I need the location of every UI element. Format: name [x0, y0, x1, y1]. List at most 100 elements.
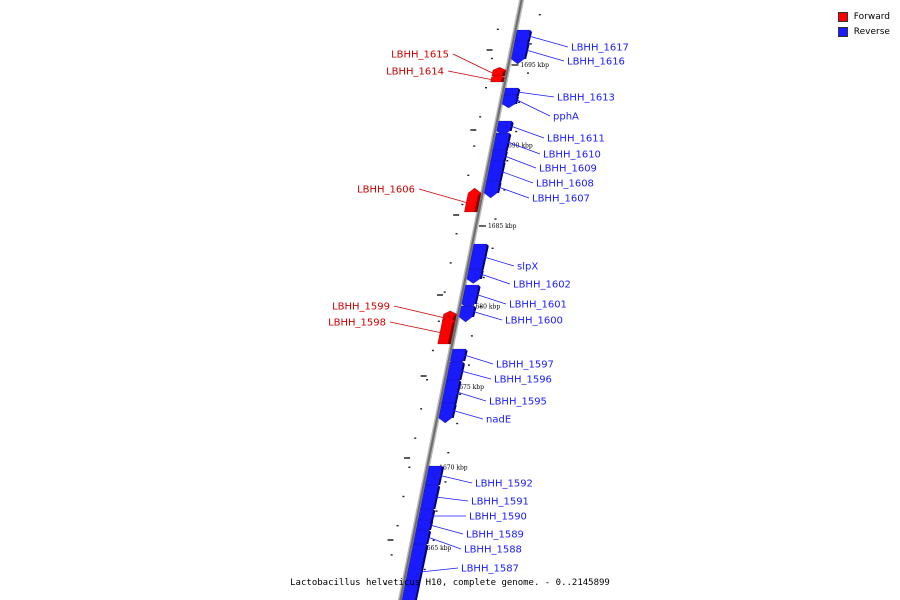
- gene-label-pphA[interactable]: pphA: [553, 112, 579, 123]
- minor-tick: [456, 422, 459, 425]
- gene-label-LBHH_1611[interactable]: LBHH_1611: [547, 134, 605, 145]
- gene-label-slpX[interactable]: slpX: [517, 262, 538, 273]
- legend-reverse-label: Reverse: [853, 26, 890, 37]
- forward-swatch: [837, 11, 848, 22]
- gene-features: [401, 29, 533, 600]
- leader-LBHH_1616: [525, 49, 565, 62]
- gene-body: [438, 402, 456, 424]
- gene-label-LBHH_1598[interactable]: LBHH_1598: [328, 318, 386, 329]
- minor-tick: [529, 43, 532, 45]
- minor-tick: [396, 525, 399, 527]
- gene-label-LBHH_1590[interactable]: LBHH_1590: [469, 512, 527, 523]
- gene-body: [458, 305, 475, 323]
- gene-LBHH_1615[interactable]: [491, 66, 507, 77]
- gene-label-LBHH_1617[interactable]: LBHH_1617: [571, 43, 629, 54]
- gene-label-LBHH_1615[interactable]: LBHH_1615: [391, 50, 449, 61]
- minor-tick: [423, 568, 426, 571]
- leader-LBHH_1588: [427, 536, 462, 550]
- minor-tick: [437, 320, 440, 322]
- leader-LBHH_1599: [393, 305, 444, 318]
- minor-tick: [496, 28, 499, 30]
- tick-label: 1685 kbp: [488, 223, 517, 230]
- minor-tick: [444, 481, 447, 483]
- leader-pphA: [515, 99, 551, 117]
- gene-LBHH_1607[interactable]: [483, 180, 502, 199]
- gene-label-LBHH_1614[interactable]: LBHH_1614: [386, 67, 444, 78]
- genome-backbone: [397, 0, 525, 600]
- gene-label-LBHH_1602[interactable]: LBHH_1602: [513, 280, 571, 291]
- leader-LBHH_1613: [517, 91, 555, 98]
- gene-pphA[interactable]: [501, 94, 519, 109]
- leader-LBHH_1587: [420, 567, 459, 573]
- gene-label-LBHH_1606[interactable]: LBHH_1606: [357, 185, 415, 196]
- gene-label-LBHH_1599[interactable]: LBHH_1599: [332, 302, 390, 313]
- gene-label-LBHH_1592[interactable]: LBHH_1592: [475, 479, 533, 490]
- leader-LBHH_1615: [452, 53, 493, 74]
- legend: Forward Reverse: [837, 9, 890, 39]
- minor-tick: [479, 306, 482, 308]
- gene-label-LBHH_1600[interactable]: LBHH_1600: [505, 316, 563, 327]
- gene-label-LBHH_1613[interactable]: LBHH_1613: [557, 93, 615, 104]
- minor-tick: [470, 335, 473, 337]
- leader-nadE: [453, 410, 484, 420]
- gene-body: [466, 268, 483, 284]
- gene-LBHH_1600[interactable]: [458, 305, 477, 323]
- gene-nadE[interactable]: [438, 402, 457, 424]
- minor-tick: [449, 262, 452, 264]
- gene-LBHH_1614[interactable]: [490, 74, 505, 83]
- gene-label-LBHH_1597[interactable]: LBHH_1597: [496, 360, 554, 371]
- minor-tick: [435, 510, 438, 512]
- gene-LBHH_1598[interactable]: [437, 315, 456, 345]
- gene-label-LBHH_1588[interactable]: LBHH_1588: [464, 545, 522, 556]
- minor-tick: [447, 452, 450, 454]
- minor-tick: [467, 174, 470, 176]
- leader-LBHH_1602: [480, 273, 511, 285]
- gene-label-LBHH_1596[interactable]: LBHH_1596: [494, 375, 552, 386]
- gene-label-LBHH_1587[interactable]: LBHH_1587: [461, 564, 519, 575]
- legend-forward: Forward: [837, 9, 890, 24]
- minor-tick: [426, 379, 429, 381]
- gene-shade: [515, 95, 519, 104]
- gene-label-LBHH_1601[interactable]: LBHH_1601: [509, 300, 567, 311]
- leader-slpX: [484, 256, 515, 267]
- minor-tick: [459, 393, 462, 395]
- minor-tick: [414, 437, 417, 439]
- leader-LBHH_1592: [439, 475, 473, 484]
- leader-LBHH_1591: [435, 496, 469, 502]
- leader-LBHH_1589: [429, 524, 464, 535]
- leader-LBHH_1610: [507, 141, 541, 155]
- leader-LBHH_1600: [473, 311, 503, 321]
- gene-label-LBHH_1595[interactable]: LBHH_1595: [489, 397, 547, 408]
- minor-tick: [503, 189, 506, 191]
- tick-label: 1680 kbp: [472, 304, 501, 311]
- leader-LBHH_1611: [510, 125, 545, 139]
- legend-reverse: Reverse: [837, 24, 890, 39]
- gene-label-LBHH_1609[interactable]: LBHH_1609: [539, 164, 597, 175]
- gene-LBHH_1606[interactable]: [463, 187, 482, 213]
- minor-ticks: [384, 14, 541, 585]
- minor-tick: [473, 145, 476, 147]
- leader-LBHH_1597: [464, 354, 494, 365]
- gene-shade: [452, 314, 457, 321]
- gene-label-LBHH_1589[interactable]: LBHH_1589: [466, 530, 524, 541]
- gene-label-LBHH_1616[interactable]: LBHH_1616: [567, 57, 625, 68]
- minor-tick: [485, 87, 488, 89]
- gene-label-LBHH_1607[interactable]: LBHH_1607: [532, 194, 590, 205]
- gene-body: [483, 180, 500, 199]
- label-leaders: [389, 35, 569, 573]
- gene-label-LBHH_1608[interactable]: LBHH_1608: [536, 179, 594, 190]
- leader-LBHH_1614: [447, 70, 492, 80]
- gene-label-nadE[interactable]: nadE: [486, 415, 511, 426]
- minor-tick: [390, 554, 393, 556]
- tick-label: 1695 kbp: [520, 62, 549, 69]
- gene-LBHH_1616[interactable]: [510, 40, 530, 65]
- gene-label-LBHH_1591[interactable]: LBHH_1591: [471, 497, 529, 508]
- minor-tick: [515, 130, 518, 133]
- gene-LBHH_1602[interactable]: [466, 268, 484, 284]
- minor-tick: [461, 203, 464, 206]
- tick-label: 1675 kbp: [455, 384, 484, 391]
- minor-tick: [408, 466, 411, 468]
- gene-label-LBHH_1610[interactable]: LBHH_1610: [543, 150, 601, 161]
- minor-tick: [467, 364, 470, 366]
